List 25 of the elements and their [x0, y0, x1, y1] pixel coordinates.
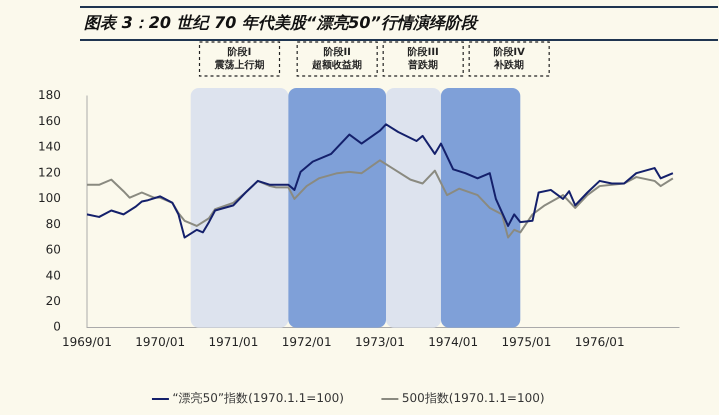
band-label: 阶段I 震荡上行期	[214, 46, 265, 72]
band-label: 阶段IV 补跌期	[493, 46, 526, 72]
x-tick-label: 1975/01	[501, 334, 552, 349]
x-tick-label: 1971/01	[208, 334, 258, 349]
chart-title: 图表 3：20 世纪 70 年代美股“漂亮50”行情演绎阶段	[80, 6, 718, 41]
x-tick-label: 1973/01	[354, 334, 405, 349]
x-tick-label: 1969/01	[62, 334, 112, 349]
y-tick-label: 0	[53, 320, 61, 334]
legend-label: “漂亮50”指数(1970.1.1=100)	[172, 391, 344, 406]
y-tick-label: 20	[46, 294, 61, 308]
y-tick-label: 180	[38, 88, 61, 102]
band-label: 阶段II 超额收益期	[311, 46, 362, 72]
y-tick-label: 140	[38, 140, 61, 154]
y-tick-label: 80	[46, 216, 61, 231]
band-label: 阶段III 普跌期	[407, 46, 439, 72]
y-tick-label: 40	[46, 268, 61, 282]
y-tick-label: 100	[38, 191, 61, 206]
y-tick-label: 160	[38, 114, 61, 128]
y-tick-label: 120	[38, 165, 61, 180]
x-tick-label: 1976/01	[574, 334, 625, 349]
legend-label: 500指数(1970.1.1=100)	[402, 391, 545, 406]
x-tick-label: 1974/01	[428, 334, 478, 349]
y-tick-label: 60	[46, 242, 61, 257]
x-tick-label: 1970/01	[135, 334, 186, 349]
x-tick-label: 1972/01	[282, 334, 332, 349]
